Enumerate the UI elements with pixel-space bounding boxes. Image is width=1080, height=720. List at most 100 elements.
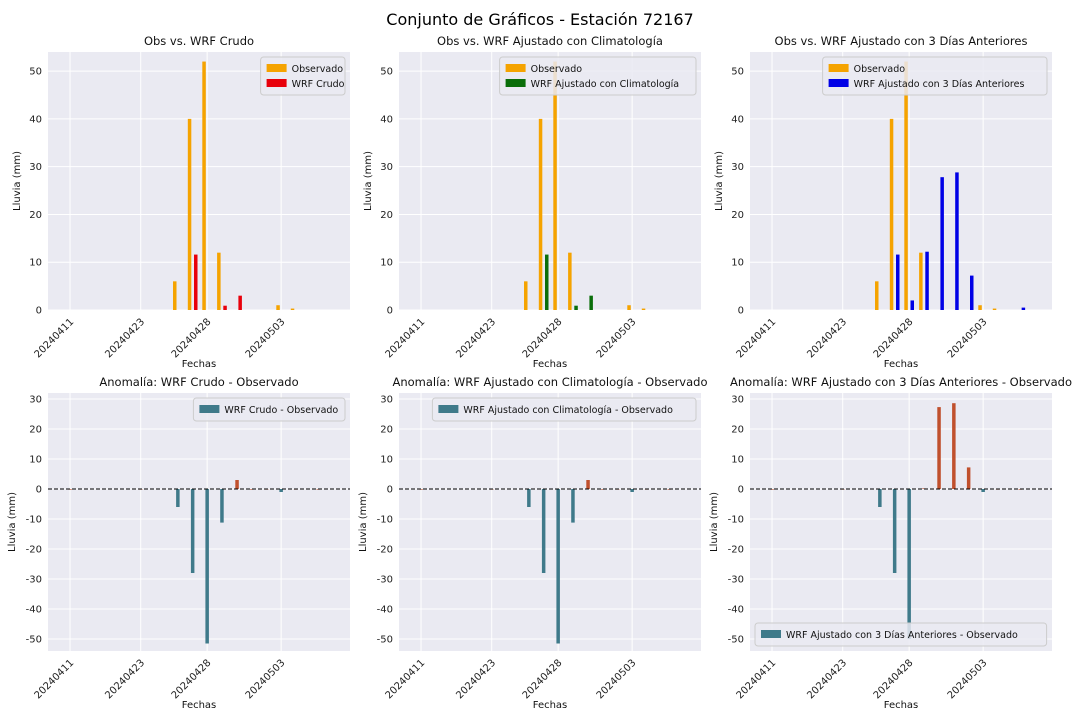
y-tick-label: -20 — [26, 545, 42, 556]
legend: Observado WRF Ajustado con 3 Días Anterio… — [822, 56, 1048, 96]
bar — [586, 480, 590, 489]
x-tick-label: 20240428 — [170, 658, 214, 702]
x-axis-label: Fechas — [884, 359, 919, 370]
subplot-title: Anomalía: WRF Crudo - Observado — [99, 375, 298, 389]
y-tick-label: -50 — [728, 635, 744, 646]
bar — [589, 295, 593, 310]
y-tick-label: 50 — [380, 67, 393, 78]
bar — [981, 489, 985, 492]
bar — [419, 489, 423, 490]
bar — [223, 305, 227, 310]
legend-swatch — [199, 405, 220, 413]
bar — [217, 252, 221, 310]
x-tick-label: 20240428 — [521, 658, 565, 702]
y-axis-label: Lluvia (mm) — [12, 151, 23, 211]
x-tick-label: 20240428 — [170, 317, 214, 361]
y-tick-label: -20 — [377, 545, 393, 556]
plot-area — [48, 393, 350, 651]
legend-box — [192, 397, 346, 422]
subplot-title: Anomalía: WRF Ajustado con 3 Días Anteri… — [730, 375, 1072, 389]
legend-label: WRF Crudo - Observado — [224, 405, 338, 416]
bar — [1021, 307, 1026, 310]
y-tick-label: 40 — [380, 114, 393, 125]
x-tick-label: 20240411 — [384, 317, 428, 361]
bar — [545, 254, 549, 310]
subplot-6: -50 -40 -30 -20 -10 0 10 20 30 20240411 20240423 20… — [709, 375, 1072, 711]
plot-area — [750, 393, 1052, 651]
bar — [176, 489, 180, 507]
y-tick-label: 20 — [380, 425, 393, 436]
bar — [940, 177, 944, 310]
bar — [770, 489, 774, 490]
legend-swatch — [828, 79, 849, 87]
legend-swatch — [505, 79, 526, 87]
legend-label: Observado — [292, 64, 344, 75]
x-tick-label: 20240503 — [244, 317, 288, 361]
y-tick-label: 10 — [731, 258, 744, 269]
bar — [205, 489, 209, 644]
bar — [955, 172, 959, 310]
bar — [571, 489, 575, 523]
y-tick-label: -30 — [377, 575, 393, 586]
bar — [235, 480, 239, 489]
bar — [969, 275, 974, 310]
bar — [978, 305, 982, 310]
y-tick-label: 30 — [380, 395, 393, 406]
subplot-title: Obs vs. WRF Crudo — [144, 34, 254, 48]
bar — [875, 281, 879, 310]
y-tick-label: 10 — [29, 455, 42, 466]
x-tick-label: 20240503 — [595, 658, 639, 702]
legend: Observado WRF Crudo — [260, 56, 346, 96]
bar — [952, 403, 956, 489]
bar — [194, 254, 198, 310]
legend-box — [822, 56, 1048, 96]
y-tick-label: -10 — [26, 515, 42, 526]
x-axis-label: Fechas — [533, 359, 568, 370]
bar — [878, 489, 882, 507]
y-tick-label: 0 — [387, 485, 393, 496]
bar — [889, 118, 894, 310]
y-axis-label: Lluvia (mm) — [363, 151, 374, 211]
y-tick-label: 0 — [738, 306, 744, 317]
subplot-1: 0 10 20 30 40 50 20240411 20240423 20240428 20240… — [12, 34, 350, 370]
x-axis-label: Fechas — [182, 359, 217, 370]
legend-label: WRF Ajustado con 3 Días Anteriores — [854, 79, 1025, 90]
bar — [524, 281, 528, 310]
subplot-title: Obs vs. WRF Ajustado con 3 Días Anterior… — [775, 34, 1028, 48]
y-tick-label: -30 — [26, 575, 42, 586]
y-tick-label: 10 — [731, 455, 744, 466]
subplot-title: Obs vs. WRF Ajustado con Climatología — [437, 34, 663, 48]
bar — [68, 489, 72, 490]
figure-title: Conjunto de Gráficos - Estación 72167 — [386, 10, 694, 29]
bar — [568, 252, 572, 310]
y-tick-label: 50 — [29, 67, 42, 78]
bar — [187, 118, 192, 310]
bar — [279, 489, 283, 492]
legend-swatch — [505, 64, 526, 72]
bar — [556, 489, 560, 644]
x-tick-label: 20240503 — [595, 317, 639, 361]
legend-swatch — [266, 64, 287, 72]
y-tick-label: 30 — [731, 162, 744, 173]
legend: WRF Ajustado con Climatología - Observad… — [431, 397, 697, 422]
bar — [919, 252, 923, 310]
y-tick-label: 20 — [731, 210, 744, 221]
x-tick-label: 20240503 — [946, 658, 990, 702]
x-axis-label: Fechas — [182, 700, 217, 711]
bar — [527, 489, 531, 507]
x-tick-label: 20240428 — [872, 658, 916, 702]
bar — [238, 295, 242, 310]
legend-swatch — [761, 630, 781, 638]
bar — [892, 489, 897, 573]
y-tick-label: 10 — [380, 258, 393, 269]
legend: WRF Crudo - Observado — [192, 397, 346, 422]
bar — [904, 61, 908, 310]
y-tick-label: 40 — [731, 114, 744, 125]
x-tick-label: 20240423 — [103, 317, 147, 361]
x-tick-label: 20240423 — [805, 658, 849, 702]
bar — [202, 61, 206, 310]
bar — [627, 305, 631, 310]
x-tick-label: 20240423 — [454, 317, 498, 361]
bar — [907, 489, 911, 639]
